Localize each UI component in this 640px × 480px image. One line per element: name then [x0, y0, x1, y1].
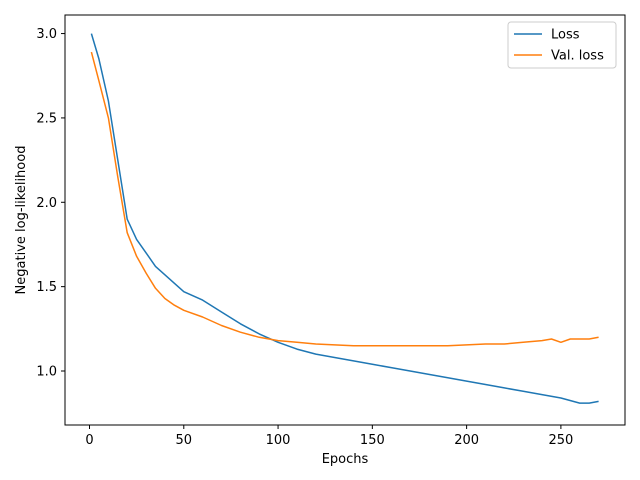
x-axis-ticks: 0 50 100 150 200 250	[85, 425, 573, 448]
y-tick-label: 1.0	[36, 365, 57, 380]
y-axis-ticks: 1.0 1.5 2.0 2.5 3.0	[36, 27, 65, 380]
y-axis-label: Negative log-likelihood	[14, 146, 29, 295]
x-tick-label: 200	[454, 433, 479, 448]
plot-frame	[64, 14, 626, 426]
x-tick-label: 50	[176, 433, 193, 448]
legend-label-val-loss: Val. loss	[551, 49, 604, 64]
y-tick-label: 1.5	[36, 280, 57, 295]
x-tick-label: 100	[266, 433, 291, 448]
x-tick-label: 250	[548, 433, 573, 448]
y-tick-label: 2.5	[36, 111, 57, 126]
legend-label-loss: Loss	[551, 28, 580, 43]
plot-lines	[90, 33, 599, 404]
x-axis-label: Epochs	[322, 452, 369, 467]
y-tick-label: 2.0	[36, 196, 57, 211]
x-tick-label: 0	[85, 433, 93, 448]
x-tick-label: 150	[360, 433, 385, 448]
series-line-loss	[90, 33, 599, 404]
y-tick-label: 3.0	[36, 27, 57, 42]
series-line-val-loss	[90, 51, 599, 347]
legend: Loss Val. loss	[507, 21, 617, 69]
